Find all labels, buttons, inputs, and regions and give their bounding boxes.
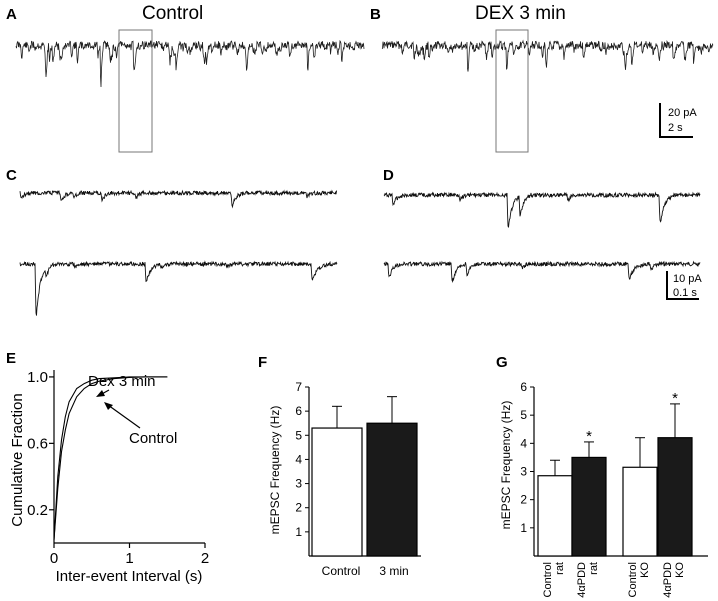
trace-b-dex [382,41,713,72]
trace-d-bottom [384,262,700,281]
chart-f-bar: 1 2 3 4 5 6 7 Control 3 min mEPSC Frequency (Hz… [268,380,421,578]
chart-e-ytick-label: 1.0 [27,369,48,386]
chart-e-xtick-label: 0 [50,550,58,567]
significance-star: * [586,428,592,445]
chart-g-category-label: KO [674,562,686,578]
chart-2-ytick-label: 2 [520,493,527,507]
chart-e-series-line-0 [54,377,167,540]
scalebar-ab-y-label: 20 pA [668,107,697,119]
scalebar-cd: 10 pA 0.1 s [667,271,702,299]
chart-g-category-label: rat [554,562,566,575]
chart-2-ytick-label: 3 [520,465,527,479]
chart-2-ytick-label: 5 [520,408,527,422]
trace-c-bottom [20,262,337,316]
significance-star: * [672,390,678,407]
scalebar-cd-x-label: 0.1 s [673,287,697,299]
zoom-box-b [496,30,528,152]
chart-e-ytick-label: 0.2 [27,502,48,519]
chart-g-ylabel: mEPSC Frequency (Hz) [499,401,513,530]
chart-e-xtick-label: 2 [201,550,209,567]
scalebar-ab-x-label: 2 s [668,122,683,134]
arrow-control-head [104,402,113,410]
panel-label-f: F [258,354,267,371]
chart-e-xtick-label: 1 [125,550,133,567]
bar [658,438,692,556]
trace-a-control [16,41,364,87]
chart-1-ytick-label: 7 [295,380,302,394]
zoom-box-a [119,30,152,152]
arrow-dex-head [96,390,105,397]
chart-g-category-label: Control [542,562,554,597]
annotation-dex: Dex 3 min [88,373,156,390]
trace-d-top [384,193,700,227]
panel-title-dex: DEX 3 min [475,3,566,24]
panel-label-e: E [6,350,16,367]
trace-c-top [20,191,337,207]
chart-e-cumulative: 0 1 2 0.2 0.6 1.0 Dex 3 min Control Cumulativ… [9,369,209,585]
panel-label-d: D [383,167,394,184]
chart-2-ytick-label: 1 [520,521,527,535]
chart-e-ylabel: Cumulative Fraction [9,393,26,526]
bar [367,423,417,556]
chart-f-ylabel: mEPSC Frequency (Hz) [268,406,282,535]
scalebar-cd-y-label: 10 pA [673,273,702,285]
chart-g-category-label: Control [627,562,639,597]
chart-g-category-label: KO [639,562,651,578]
chart-1-ytick-label: 2 [295,501,302,515]
chart-e-xlabel: Inter-event Interval (s) [56,568,203,585]
chart-e-series-line-1 [54,377,167,540]
bar [623,467,657,556]
panel-label-a: A [6,6,17,23]
panel-label-c: C [6,167,17,184]
chart-e-ytick-label: 0.6 [27,435,48,452]
chart-1-ytick-label: 1 [295,525,302,539]
chart-1-ytick-label: 5 [295,428,302,442]
annotation-control: Control [129,430,177,447]
chart-1-ytick-label: 3 [295,477,302,491]
panel-label-b: B [370,6,381,23]
chart-f-category-label: Control [322,564,361,578]
bar [538,476,572,556]
scalebar-ab: 20 pA 2 s [660,103,697,137]
chart-1-ytick-label: 6 [295,404,302,418]
chart-g-category-label: rat [588,562,600,575]
chart-f-category-label: 3 min [379,564,408,578]
chart-2-ytick-label: 4 [520,436,527,450]
arrow-control-line [108,405,140,428]
chart-1-ytick-label: 4 [295,452,302,466]
chart-g-category-label: 4αPDD [576,562,588,598]
bar [572,457,606,556]
panel-title-control: Control [142,3,203,24]
panel-label-g: G [496,354,508,371]
chart-2-ytick-label: 6 [520,380,527,394]
bar [312,428,362,556]
chart-g-category-label: 4αPDD [662,562,674,598]
